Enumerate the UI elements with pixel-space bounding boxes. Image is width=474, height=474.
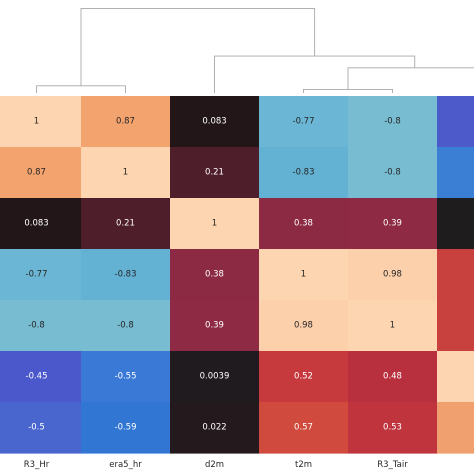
dendrogram-link-0 bbox=[36, 85, 126, 93]
cell-value-label-r4-c2: 0.39 bbox=[205, 321, 224, 331]
heatmap-cell-r3-c4 bbox=[348, 249, 438, 301]
cell-value-label-r5-c4: 0.48 bbox=[383, 372, 402, 382]
cell-value-label-r2-c4: 0.39 bbox=[383, 219, 402, 229]
cell-value-label-r4-c1: -0.8 bbox=[117, 321, 134, 331]
heatmap-cell-r5-c2 bbox=[170, 351, 260, 403]
cell-value-label-r1-c3: -0.83 bbox=[293, 168, 315, 178]
cell-value-label-r1-c1: 1 bbox=[123, 168, 128, 178]
heatmap-cell-r4-c4 bbox=[348, 300, 438, 352]
heatmap-cell-r3-c2 bbox=[170, 249, 260, 301]
x-tick-label-3: t2m bbox=[295, 460, 312, 470]
heatmap-cell-r6-c0 bbox=[0, 402, 82, 454]
cell-value-label-r6-c3: 0.57 bbox=[294, 423, 313, 433]
cell-value-label-r6-c4: 0.53 bbox=[383, 423, 402, 433]
cell-value-label-r0-c0: 1 bbox=[34, 117, 39, 127]
cell-value-label-r1-c0: 0.87 bbox=[27, 168, 46, 178]
cell-value-label-r3-c0: -0.77 bbox=[26, 270, 48, 280]
heatmap-cell-r3-c1 bbox=[81, 249, 171, 301]
cell-value-label-r2-c3: 0.38 bbox=[294, 219, 313, 229]
dendrogram-link-3 bbox=[214, 55, 416, 93]
heatmap-cell-r1-c3 bbox=[259, 147, 349, 199]
heatmap-cell-r4-c2 bbox=[170, 300, 260, 352]
cell-value-label-r5-c2: 0.0039 bbox=[200, 372, 230, 382]
cell-value-label-r2-c2: 1 bbox=[212, 219, 217, 229]
heatmap-cell-r2-c0 bbox=[0, 198, 82, 250]
cell-value-label-r5-c0: -0.45 bbox=[26, 372, 48, 382]
heatmap-cell-r5-c5 bbox=[437, 351, 474, 403]
heatmap-cell-r0-c5 bbox=[437, 96, 474, 148]
cell-value-label-r4-c0: -0.8 bbox=[28, 321, 45, 331]
heatmap-cell-r6-c3 bbox=[259, 402, 349, 454]
heatmap-cell-r6-c5 bbox=[437, 402, 474, 454]
heatmap-cell-r0-c1 bbox=[81, 96, 171, 148]
heatmap-cell-r3-c0 bbox=[0, 249, 82, 301]
cell-value-label-r0-c1: 0.87 bbox=[116, 117, 135, 127]
cell-value-label-r5-c1: -0.55 bbox=[115, 372, 137, 382]
cell-value-label-r1-c2: 0.21 bbox=[205, 168, 224, 178]
cell-value-label-r6-c2: 0.022 bbox=[202, 423, 226, 433]
cell-value-label-r2-c0: 0.083 bbox=[24, 219, 48, 229]
cell-value-label-r4-c4: 1 bbox=[390, 321, 395, 331]
heatmap-cell-r5-c4 bbox=[348, 351, 438, 403]
dendrogram-link-1 bbox=[303, 88, 393, 93]
heatmap-cell-r4-c3 bbox=[259, 300, 349, 352]
heatmap-cell-r0-c3 bbox=[259, 96, 349, 148]
dendrogram-link-4 bbox=[80, 7, 316, 86]
heatmap-cell-r2-c1 bbox=[81, 198, 171, 250]
cell-value-label-r2-c1: 0.21 bbox=[116, 219, 135, 229]
heatmap-cell-r5-c0 bbox=[0, 351, 82, 403]
cell-value-label-r3-c2: 0.38 bbox=[205, 270, 224, 280]
heatmap-cell-r3-c5 bbox=[437, 249, 474, 301]
heatmap-cell-r0-c0 bbox=[0, 96, 82, 148]
heatmap-cell-r6-c2 bbox=[170, 402, 260, 454]
column-dendrogram bbox=[36, 7, 474, 93]
heatmap-cell-r5-c1 bbox=[81, 351, 171, 403]
heatmap-cell-r4-c5 bbox=[437, 300, 474, 352]
heatmap-cells bbox=[0, 96, 474, 454]
heatmap-cell-r2-c4 bbox=[348, 198, 438, 250]
heatmap-cell-r4-c1 bbox=[81, 300, 171, 352]
cell-value-label-r0-c3: -0.77 bbox=[293, 117, 315, 127]
heatmap-cell-r1-c0 bbox=[0, 147, 82, 199]
x-tick-label-4: R3_Tair bbox=[377, 460, 408, 470]
cell-value-label-r6-c0: -0.5 bbox=[28, 423, 45, 433]
heatmap-cell-r1-c1 bbox=[81, 147, 171, 199]
cell-value-label-r0-c4: -0.8 bbox=[384, 117, 401, 127]
heatmap-cell-r2-c3 bbox=[259, 198, 349, 250]
heatmap-cell-r2-c5 bbox=[437, 198, 474, 250]
cell-value-label-r3-c1: -0.83 bbox=[115, 270, 137, 280]
heatmap-cell-r2-c2 bbox=[170, 198, 260, 250]
heatmap-cell-r1-c2 bbox=[170, 147, 260, 199]
heatmap-cell-r1-c4 bbox=[348, 147, 438, 199]
heatmap-cell-r5-c3 bbox=[259, 351, 349, 403]
cell-value-label-r6-c1: -0.59 bbox=[115, 423, 137, 433]
x-tick-label-1: era5_hr bbox=[109, 460, 142, 470]
cell-value-label-r1-c4: -0.8 bbox=[384, 168, 401, 178]
cell-value-label-r4-c3: 0.98 bbox=[294, 321, 313, 331]
cell-value-label-r3-c3: 1 bbox=[301, 270, 306, 280]
cell-value-label-r0-c2: 0.083 bbox=[202, 117, 226, 127]
x-tick-label-0: R3_Hr bbox=[24, 460, 50, 470]
heatmap-cell-r6-c4 bbox=[348, 402, 438, 454]
heatmap-cell-r4-c0 bbox=[0, 300, 82, 352]
heatmap-cell-r6-c1 bbox=[81, 402, 171, 454]
cell-value-label-r3-c4: 0.98 bbox=[383, 270, 402, 280]
heatmap-value-labels: 1 0.87 0.083 -0.77 -0.8 0.87 1 0.21 -0.83 -0.8 0.0… bbox=[24, 117, 402, 433]
x-tick-label-2: d2m bbox=[205, 460, 224, 470]
x-axis-tick-labels: R3_Hr era5_hr d2m t2m R3_Tair bbox=[24, 460, 408, 470]
heatmap-cell-r3-c3 bbox=[259, 249, 349, 301]
heatmap-cell-r1-c5 bbox=[437, 147, 474, 199]
cell-value-label-r5-c3: 0.52 bbox=[294, 372, 313, 382]
heatmap-cell-r0-c2 bbox=[170, 96, 260, 148]
heatmap-cell-r0-c4 bbox=[348, 96, 438, 148]
